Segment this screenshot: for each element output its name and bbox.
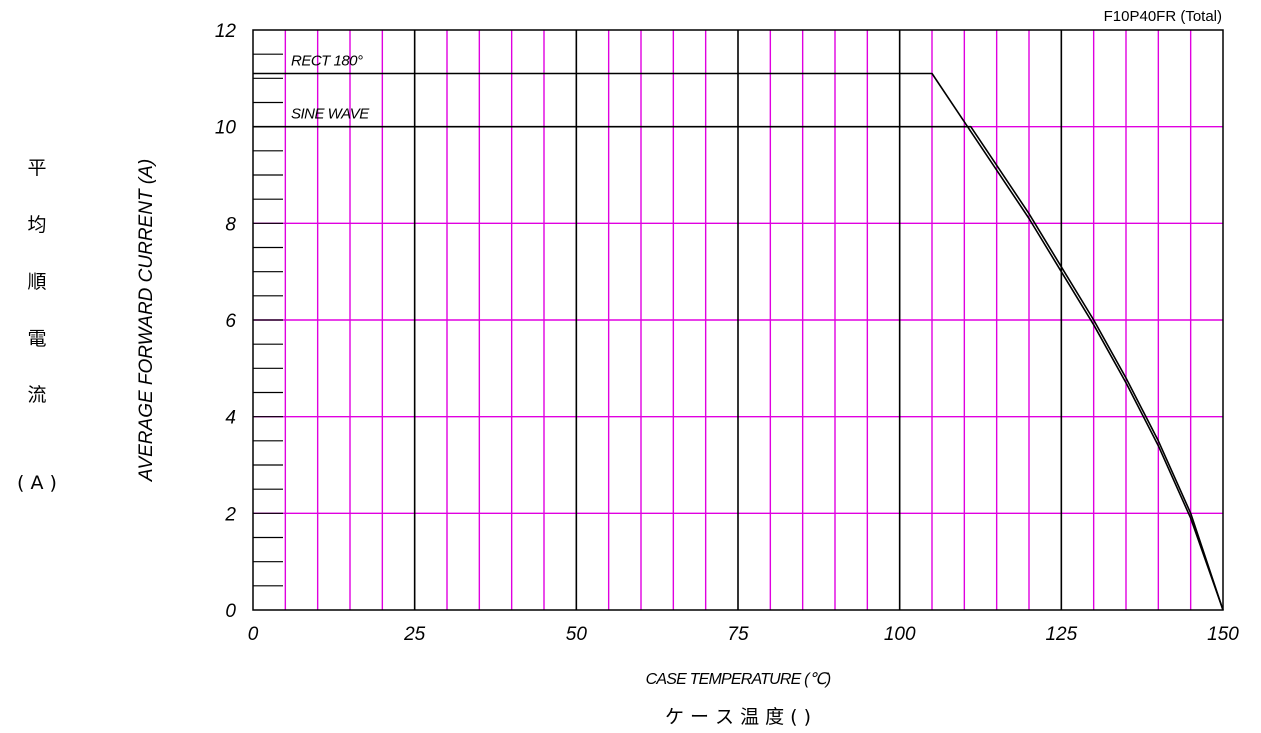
y-minor-ticks <box>253 53 283 587</box>
y-axis-label: AVERAGE FORWARD CURRENT (A) <box>136 159 157 482</box>
x-tick-label: 0 <box>248 624 259 645</box>
x-tick-labels: 0 25 50 75 100 125 150 <box>248 624 1240 645</box>
plot-frame <box>252 29 1224 611</box>
x-tick-label: 125 <box>1045 624 1077 645</box>
y-axis-label-jp-char: 順 <box>27 271 46 293</box>
series-labels: RECT 180° SINE WAVE <box>291 53 371 123</box>
series-line <box>253 72 1224 611</box>
chart-title: F10P40FR (Total) <box>1104 8 1222 25</box>
x-tick-label: 75 <box>727 624 749 645</box>
y-axis-label-jp-unit: ( A ) <box>17 472 57 494</box>
y-tick-labels: 0 2 4 6 8 10 12 <box>215 21 237 622</box>
y-axis-label-jp-char: 電 <box>27 328 46 350</box>
series-line <box>253 125 1224 611</box>
x-axis-label: CASE TEMPERATURE (℃) <box>646 671 831 688</box>
x-axis-label-jp: ケ ー ス 温 度 ( ) <box>665 706 811 728</box>
y-axis-label-jp: 平 均 順 電 流 ( A ) <box>17 157 57 494</box>
y-tick-label: 10 <box>215 118 237 139</box>
x-tick-label: 50 <box>566 624 588 645</box>
series-label: RECT 180° <box>291 53 363 70</box>
y-tick-label: 0 <box>225 601 236 622</box>
x-tick-label: 25 <box>403 624 426 645</box>
y-tick-label: 6 <box>225 311 236 332</box>
series-label: SINE WAVE <box>291 106 370 123</box>
y-axis-label-jp-char: 平 <box>27 157 46 179</box>
y-tick-label: 2 <box>224 504 236 525</box>
x-tick-label: 150 <box>1207 624 1239 645</box>
x-tick-label: 100 <box>884 624 916 645</box>
y-tick-label: 8 <box>225 214 236 235</box>
series-layer <box>253 72 1224 611</box>
y-tick-label: 12 <box>215 21 237 42</box>
y-axis-label-jp-char: 流 <box>27 384 46 406</box>
y-tick-label: 4 <box>225 408 236 429</box>
y-axis-label-jp-char: 均 <box>27 214 46 236</box>
